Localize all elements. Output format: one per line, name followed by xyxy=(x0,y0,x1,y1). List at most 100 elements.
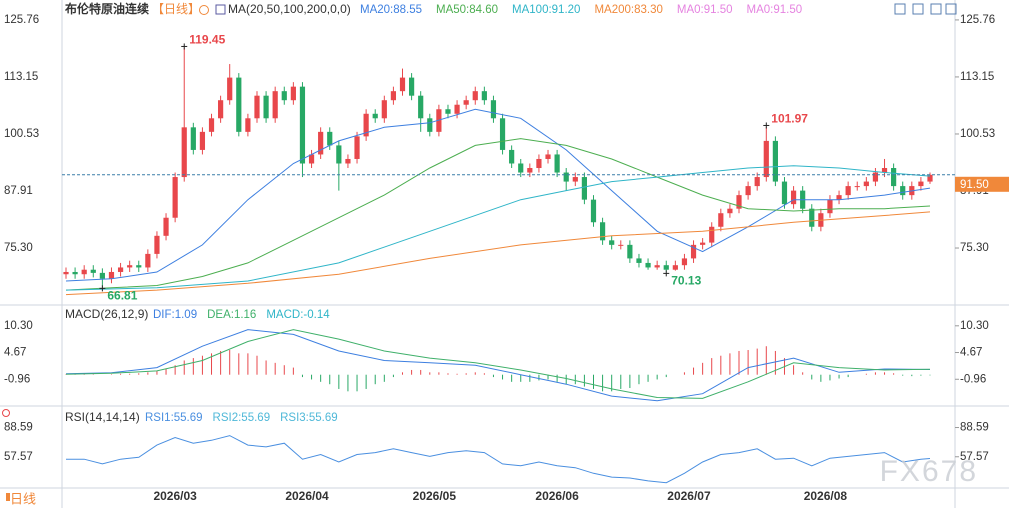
candle-body xyxy=(781,181,788,205)
y-tick-label: 100.53 xyxy=(4,128,39,140)
candle-body xyxy=(99,272,105,279)
rsi-icon[interactable] xyxy=(2,409,10,417)
candle-body xyxy=(117,267,124,272)
y-tick-label-right: 10.30 xyxy=(960,320,989,332)
candle-body xyxy=(163,217,169,236)
indicator-title: MACD(26,12,9) xyxy=(65,307,148,321)
y-tick-label: 57.57 xyxy=(4,451,33,463)
candle-body xyxy=(381,100,387,119)
icon[interactable] xyxy=(930,3,942,15)
x-tick-label: 2026/06 xyxy=(535,489,579,503)
x-tick-label: 2026/05 xyxy=(413,489,457,503)
y-tick-label-right: 75.30 xyxy=(960,242,989,254)
indicator-line xyxy=(65,329,931,399)
candle-body xyxy=(536,158,542,169)
candle-body xyxy=(754,177,760,187)
candle-body xyxy=(836,195,842,200)
watermark: FX678 xyxy=(880,455,978,488)
candle-body xyxy=(718,213,724,227)
candle-body xyxy=(772,140,778,182)
candle-body xyxy=(681,258,688,266)
toolbar-icons[interactable] xyxy=(894,3,957,15)
candle-body xyxy=(654,265,660,268)
candle-body xyxy=(318,131,324,155)
candle-body xyxy=(72,271,78,275)
legend-entry: MA0:91.50 xyxy=(747,4,803,16)
icon[interactable] xyxy=(894,3,906,15)
x-tick-label: 2026/08 xyxy=(804,489,848,503)
candle-body xyxy=(709,226,715,243)
candle-body xyxy=(281,91,287,101)
candle-body xyxy=(81,269,87,275)
x-tick-label: 2026/04 xyxy=(285,489,329,503)
settings-icon[interactable] xyxy=(199,5,209,15)
candle-body xyxy=(645,262,651,268)
candle-body xyxy=(299,86,306,164)
y-tick-label: 87.91 xyxy=(4,185,33,197)
candle-body xyxy=(454,104,460,114)
y-tick-label-right: 100.53 xyxy=(960,128,995,140)
candle-body xyxy=(472,91,478,101)
candle-body xyxy=(172,177,178,218)
chart-title: 布伦特原油连续 xyxy=(65,1,149,16)
candle-body xyxy=(627,244,633,259)
candle-body xyxy=(463,100,469,105)
indicator-line xyxy=(66,435,931,484)
annotation-label: 101.97 xyxy=(771,112,808,126)
candle-body xyxy=(545,154,551,159)
legend-entry: DEA:1.16 xyxy=(207,309,256,321)
y-tick-label-right: 88.59 xyxy=(960,422,989,434)
candle-body xyxy=(900,186,906,196)
candle-body xyxy=(227,77,233,101)
candle-body xyxy=(399,77,406,92)
legend-entry: DIF:1.09 xyxy=(153,309,197,321)
annotation-label: 66.81 xyxy=(107,289,137,303)
period-label: 【日线】 xyxy=(152,2,200,16)
candle-body xyxy=(336,145,342,164)
candle-body xyxy=(581,177,587,200)
candle-body xyxy=(254,95,260,119)
candle-body xyxy=(727,208,733,214)
candle-body xyxy=(345,158,351,164)
candle-body xyxy=(272,91,278,119)
candle-body xyxy=(418,95,424,119)
annotation-label: 119.45 xyxy=(189,33,225,47)
ma-icon[interactable] xyxy=(215,4,226,15)
indicator-title: RSI(14,14,14) xyxy=(65,410,140,424)
legend-entry: MA100:91.20 xyxy=(512,4,580,16)
candle-body xyxy=(190,127,196,150)
candle-body xyxy=(590,199,597,223)
candle-body xyxy=(136,265,142,268)
y-tick-label: 4.67 xyxy=(4,347,26,359)
candle-body xyxy=(863,181,869,187)
candle-body xyxy=(918,181,924,187)
y-tick-label-right: 57.57 xyxy=(960,451,989,463)
candle-body xyxy=(872,172,879,182)
indicator-line xyxy=(65,165,931,291)
legend-entry: MA200:83.30 xyxy=(594,4,662,16)
candle-body xyxy=(263,95,269,119)
candle-body xyxy=(881,168,888,173)
candle-body xyxy=(763,140,769,178)
annotation-label: 70.13 xyxy=(671,274,701,288)
candle-body xyxy=(618,244,624,246)
icon[interactable] xyxy=(912,3,924,15)
candle-body xyxy=(481,91,487,101)
x-tick-label: 2026/07 xyxy=(667,489,711,503)
candle-body xyxy=(108,271,115,279)
indicator-line xyxy=(65,108,931,282)
candle-body xyxy=(245,118,251,132)
legend-entry: RSI1:55.69 xyxy=(145,412,203,424)
candle-body xyxy=(827,199,833,214)
y-tick-label: 88.59 xyxy=(4,422,33,434)
candle-body xyxy=(327,131,333,146)
candle-body xyxy=(854,186,860,188)
candle-body xyxy=(409,77,415,96)
icon[interactable] xyxy=(945,3,957,15)
indicator-line xyxy=(65,329,931,402)
x-tick-label: 2026/03 xyxy=(153,489,197,503)
candle-body xyxy=(518,163,524,173)
y-tick-label-right: 113.15 xyxy=(960,71,994,83)
candle-body xyxy=(199,131,206,150)
